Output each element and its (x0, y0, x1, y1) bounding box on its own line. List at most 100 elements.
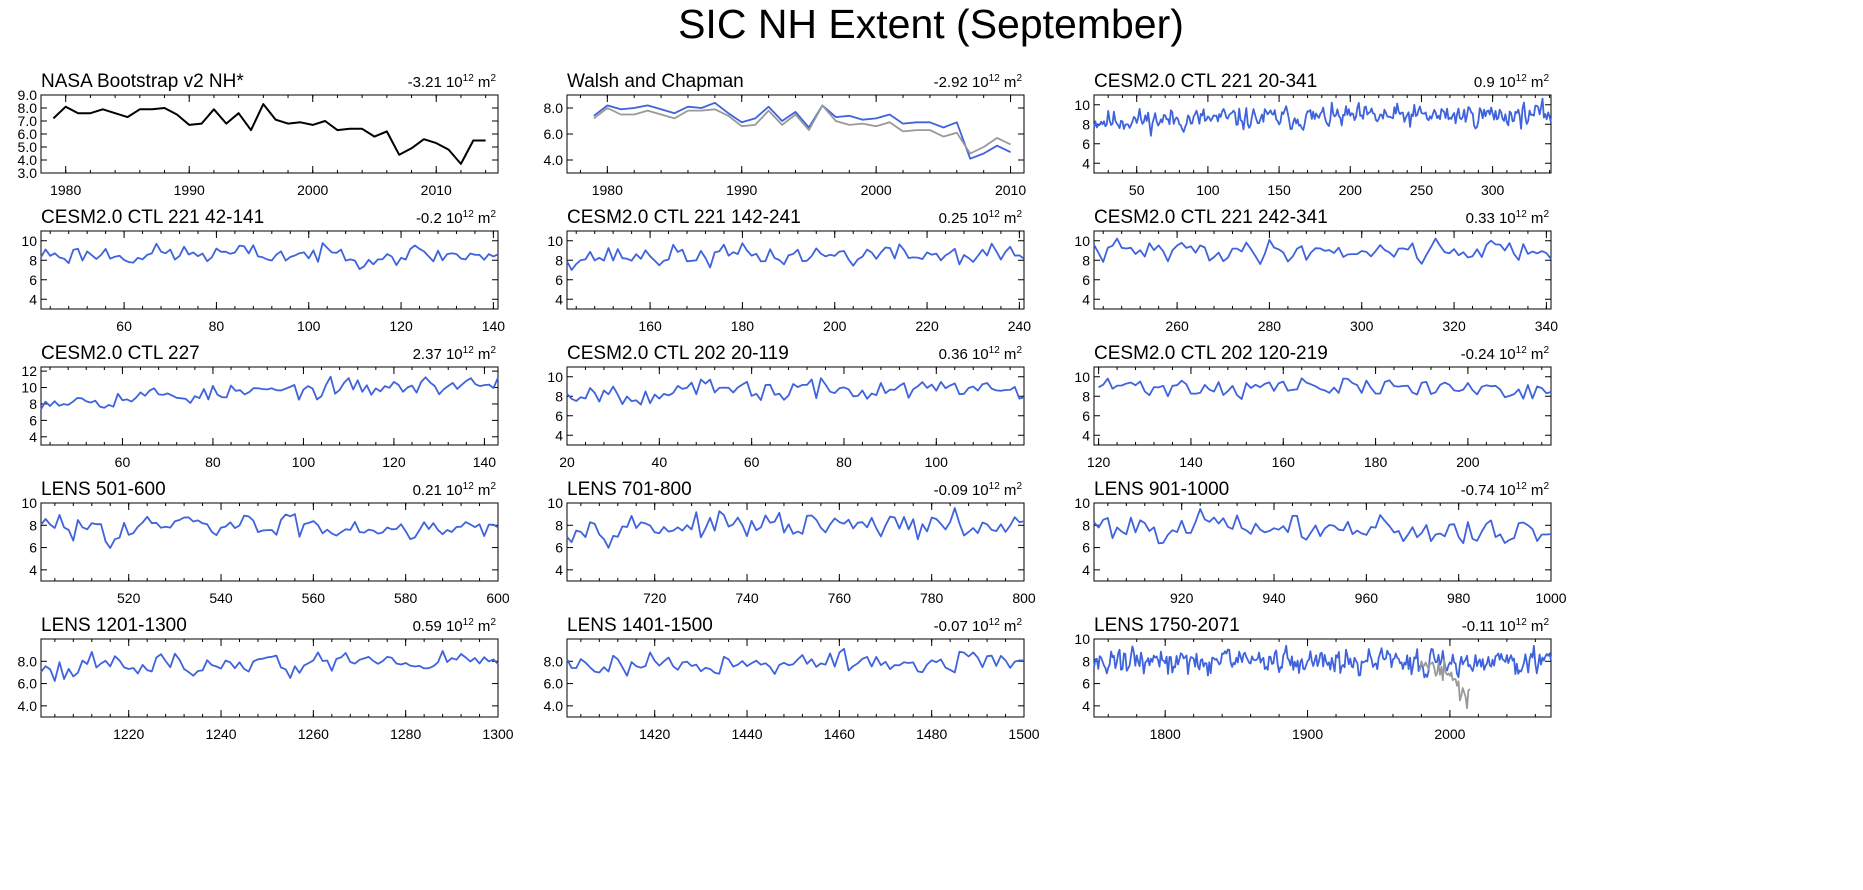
trend-exponent: 12 (989, 209, 1001, 220)
series-line (1419, 659, 1471, 709)
trend-exponent: 12 (463, 209, 475, 220)
panel: CESM2.0 CTL 202 20-119 0.36 1012 m2 4 6 8 10 2… (547, 343, 1025, 470)
trend-unit: m (474, 482, 491, 499)
x-tick-label: 100 (297, 318, 321, 334)
panel-title: CESM2.0 CTL 227 (41, 343, 200, 364)
trend-value: 0.36 10 (939, 346, 989, 363)
trend-unit-exponent: 2 (1016, 617, 1022, 628)
y-tick-label: 8 (1082, 252, 1090, 268)
y-tick-label: 10 (1074, 631, 1090, 647)
x-tick-label: 200 (1456, 454, 1480, 470)
y-tick-label: 4 (1082, 698, 1090, 714)
x-tick-label: 160 (1272, 454, 1296, 470)
trend-label: -0.2 1012 m2 (416, 209, 497, 227)
panel: Walsh and Chapman -2.92 1012 m2 4.0 6.0 8.0 1… (544, 71, 1027, 198)
y-tick-label: 6 (29, 540, 37, 556)
trend-label: 0.21 1012 m2 (413, 481, 497, 499)
panel: LENS 1201-1300 0.59 1012 m2 4.0 6.0 8.0 1220 1… (18, 615, 514, 742)
trend-exponent: 12 (989, 617, 1001, 628)
series-line (1093, 508, 1552, 545)
panel-title: Walsh and Chapman (567, 71, 744, 92)
x-tick-label: 40 (652, 454, 668, 470)
y-tick-label: 4 (1082, 427, 1090, 443)
y-tick-label: 4 (29, 291, 37, 307)
trend-value: 0.25 10 (939, 210, 989, 227)
x-tick-label: 140 (482, 318, 506, 334)
y-tick-label: 4 (1082, 155, 1090, 171)
x-tick-label: 150 (1267, 182, 1291, 198)
axes-frame (566, 366, 1025, 446)
panel-title: LENS 901-1000 (1094, 479, 1229, 500)
panel-title: NASA Bootstrap v2 NH* (41, 71, 244, 92)
trend-exponent: 12 (1516, 73, 1528, 84)
y-tick-label: 8 (29, 396, 37, 412)
axes-frame (1093, 502, 1552, 582)
trend-unit-exponent: 2 (1543, 73, 1549, 84)
trend-label: -3.21 1012 m2 (408, 73, 497, 91)
trend-value: 0.33 10 (1466, 210, 1516, 227)
panel-title: LENS 1750-2071 (1094, 615, 1240, 636)
y-tick-label: 6 (555, 408, 563, 424)
y-tick-label: 8.0 (544, 100, 564, 116)
axes-frame (566, 230, 1025, 310)
x-tick-label: 1990 (174, 182, 205, 198)
series-line (40, 375, 499, 410)
series-line (1093, 97, 1552, 137)
y-tick-label: 6.0 (18, 676, 38, 692)
y-tick-label: 6 (555, 540, 563, 556)
x-tick-label: 200 (1339, 182, 1363, 198)
trend-unit: m (1000, 210, 1017, 227)
x-tick-label: 1990 (726, 182, 757, 198)
series-line (40, 242, 499, 271)
x-tick-label: 140 (473, 454, 497, 470)
y-tick-label: 8 (1082, 116, 1090, 132)
trend-unit-exponent: 2 (490, 209, 496, 220)
trend-label: 0.25 1012 m2 (939, 209, 1023, 227)
y-tick-label: 10 (1074, 495, 1090, 511)
y-tick-label: 6.0 (544, 676, 564, 692)
axes-frame (40, 230, 499, 310)
x-tick-label: 980 (1447, 590, 1471, 606)
y-tick-label: 4 (555, 562, 563, 578)
panel-title: CESM2.0 CTL 221 242-341 (1094, 207, 1328, 228)
panel: LENS 1401-1500 -0.07 1012 m2 4.0 6.0 8.0 1420… (544, 615, 1040, 742)
x-tick-label: 80 (209, 318, 225, 334)
panel-title: CESM2.0 CTL 202 120-219 (1094, 343, 1328, 364)
trend-value: -0.11 10 (1462, 618, 1516, 635)
y-tick-label: 4 (1082, 291, 1090, 307)
trend-exponent: 12 (463, 481, 475, 492)
x-tick-label: 60 (744, 454, 760, 470)
panel-title: CESM2.0 CTL 221 142-241 (567, 207, 801, 228)
x-tick-label: 180 (1364, 454, 1388, 470)
trend-value: -0.09 10 (934, 482, 989, 499)
panel-title: LENS 1201-1300 (41, 615, 187, 636)
y-tick-label: 6 (1082, 408, 1090, 424)
y-tick-label: 4.0 (544, 152, 564, 168)
x-tick-label: 120 (382, 454, 406, 470)
series-line (593, 104, 1011, 155)
y-tick-label: 4 (29, 429, 37, 445)
trend-label: -0.24 1012 m2 (1461, 345, 1550, 363)
y-tick-label: 10 (1074, 369, 1090, 385)
y-tick-label: 4 (555, 291, 563, 307)
trend-unit: m (1527, 74, 1544, 91)
y-tick-label: 6 (29, 412, 37, 428)
trend-unit: m (474, 346, 491, 363)
trend-unit: m (1527, 482, 1544, 499)
trend-unit-exponent: 2 (490, 73, 496, 84)
y-tick-label: 6.0 (544, 126, 564, 142)
x-tick-label: 340 (1535, 318, 1559, 334)
panels-group: NASA Bootstrap v2 NH* -3.21 1012 m23.04.0… (18, 71, 1567, 742)
x-tick-label: 960 (1355, 590, 1379, 606)
trend-value: 0.59 10 (413, 618, 463, 635)
x-tick-label: 520 (117, 590, 141, 606)
x-tick-label: 1260 (298, 726, 329, 742)
series-line (566, 377, 1025, 406)
y-tick-label: 8.0 (18, 100, 38, 116)
x-tick-label: 540 (209, 590, 233, 606)
trend-exponent: 12 (1516, 481, 1528, 492)
y-tick-label: 8.0 (544, 653, 564, 669)
x-tick-label: 120 (1087, 454, 1111, 470)
axes-frame (1093, 94, 1552, 174)
series-line (1093, 644, 1552, 679)
